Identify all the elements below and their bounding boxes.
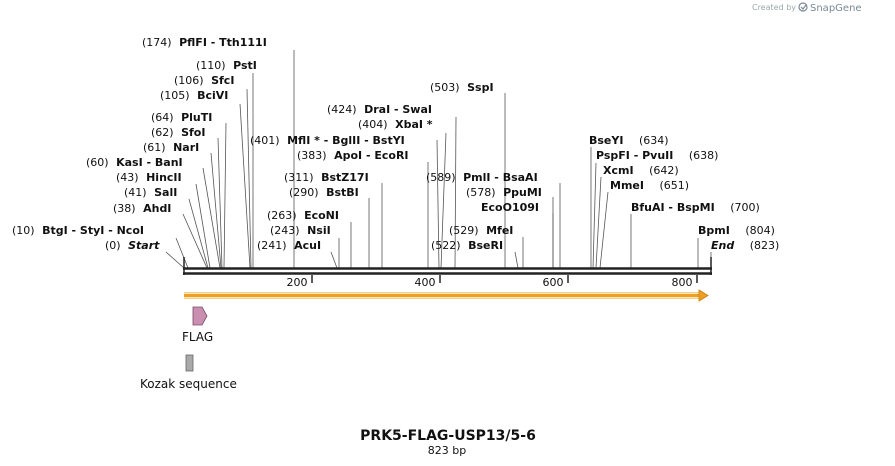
scale-ticks [311, 275, 698, 283]
svg-text:(174) PflFI - Tth111I: (174) PflFI - Tth111I [142, 36, 267, 49]
svg-text:BpmI (804): BpmI (804) [698, 224, 775, 237]
site-label: BseYI (634) [589, 134, 669, 147]
brand-text: SnapGene [810, 3, 862, 14]
svg-text:(61) NarI: (61) NarI [143, 141, 199, 154]
site-leader-lines [165, 50, 712, 269]
svg-text:BseYI (634): BseYI (634) [589, 134, 669, 147]
svg-text:End (823): End (823) [711, 239, 779, 252]
tick-label: 200 [287, 276, 308, 289]
svg-text:(243) NsiI: (243) NsiI [270, 224, 331, 237]
tick-label: 600 [543, 276, 564, 289]
svg-text:(105) BciVI: (105) BciVI [160, 89, 228, 102]
kozak-feature[interactable] [185, 354, 194, 372]
svg-text:(62) SfoI: (62) SfoI [151, 126, 205, 139]
site-label: (404) XbaI * [358, 118, 433, 131]
svg-text:(401) MflI * - BglII - BstYI: (401) MflI * - BglII - BstYI [250, 134, 405, 147]
site-label: End (823) [711, 239, 779, 252]
site-label: (243) NsiI [270, 224, 331, 237]
svg-text:(106) SfcI: (106) SfcI [174, 74, 234, 87]
site-label: (290) BstBI [289, 186, 359, 199]
site-label: (0) Start [105, 239, 160, 252]
site-label: (38) AhdI [113, 202, 171, 215]
site-label: (105) BciVI [160, 89, 228, 102]
site-label: PspFI - PvuII (638) [596, 149, 718, 162]
svg-text:(578) PpuMI: (578) PpuMI [466, 186, 542, 199]
svg-text:PspFI - PvuII (638): PspFI - PvuII (638) [596, 149, 718, 162]
site-label: (106) SfcI [174, 74, 234, 87]
site-label: (62) SfoI [151, 126, 205, 139]
site-label: (64) PluTI [151, 111, 212, 124]
svg-text:(383) ApoI - EcoRI: (383) ApoI - EcoRI [297, 149, 409, 162]
svg-text:(311) BstZ17I: (311) BstZ17I [284, 171, 369, 184]
site-label: (522) BseRI [431, 239, 503, 252]
svg-text:(241) AcuI: (241) AcuI [257, 239, 321, 252]
svg-text:(290) BstBI: (290) BstBI [289, 186, 359, 199]
svg-text:XcmI (642): XcmI (642) [603, 164, 679, 177]
kozak-label: Kozak sequence [140, 377, 237, 391]
map-title: PRK5-FLAG-USP13/5-6 [360, 428, 536, 444]
site-label: (263) EcoNI [267, 209, 339, 222]
site-label: (424) DraI - SwaI [327, 103, 432, 116]
site-label: (60) KasI - BanI [86, 156, 183, 169]
site-label: (10) BtgI - StyI - NcoI [12, 224, 144, 237]
site-label: BfuAI - BspMI (700) [631, 201, 760, 214]
svg-text:(38) AhdI: (38) AhdI [113, 202, 171, 215]
flag-label: FLAG [182, 330, 213, 344]
svg-text:(589) PmlI - BsaAI: (589) PmlI - BsaAI [426, 171, 538, 184]
site-label: (401) MflI * - BglII - BstYI [250, 134, 405, 147]
svg-text:(0) Start: (0) Start [105, 239, 160, 252]
svg-text:(522) BseRI: (522) BseRI [431, 239, 503, 252]
svg-text:(263) EcoNI: (263) EcoNI [267, 209, 339, 222]
svg-text:(43) HincII: (43) HincII [116, 171, 182, 184]
svg-text:(64) PluTI: (64) PluTI [151, 111, 212, 124]
site-label: (529) MfeI [449, 224, 513, 237]
map-subtitle: 823 bp [428, 444, 466, 457]
site-label: (61) NarI [143, 141, 199, 154]
site-label: BpmI (804) [698, 224, 775, 237]
flag-feature[interactable] [192, 306, 208, 326]
site-label: (174) PflFI - Tth111I [142, 36, 267, 49]
svg-text:MmeI (651): MmeI (651) [610, 179, 689, 192]
site-label: (503) SspI [430, 81, 494, 94]
snapgene-logo-icon [798, 2, 808, 12]
svg-text:EcoO109I: EcoO109I [481, 201, 539, 214]
site-label: (43) HincII [116, 171, 182, 184]
tick-label: 400 [415, 276, 436, 289]
site-label: (578) PpuMI [466, 186, 542, 199]
sequence-backbone [183, 257, 712, 275]
svg-text:(404) XbaI *: (404) XbaI * [358, 118, 433, 131]
svg-text:(10) BtgI - StyI - NcoI: (10) BtgI - StyI - NcoI [12, 224, 144, 237]
svg-text:(503) SspI: (503) SspI [430, 81, 494, 94]
svg-text:(41) SalI: (41) SalI [124, 186, 177, 199]
site-label: (241) AcuI [257, 239, 321, 252]
site-label: (41) SalI [124, 186, 177, 199]
site-label: (383) ApoI - EcoRI [297, 149, 409, 162]
svg-text:(60) KasI - BanI: (60) KasI - BanI [86, 156, 183, 169]
svg-text:BfuAI - BspMI (700): BfuAI - BspMI (700) [631, 201, 760, 214]
site-label: MmeI (651) [610, 179, 689, 192]
svg-text:(424) DraI - SwaI: (424) DraI - SwaI [327, 103, 432, 116]
site-label: EcoO109I [481, 201, 539, 214]
svg-text:(110) PstI: (110) PstI [196, 59, 257, 72]
orf-arrow[interactable] [184, 289, 709, 302]
site-label: (589) PmlI - BsaAI [426, 171, 538, 184]
credit-text: Created by [752, 3, 796, 12]
tick-label: 800 [672, 276, 693, 289]
site-label: (110) PstI [196, 59, 257, 72]
site-label: (311) BstZ17I [284, 171, 369, 184]
svg-text:(529) MfeI: (529) MfeI [449, 224, 513, 237]
site-label: XcmI (642) [603, 164, 679, 177]
